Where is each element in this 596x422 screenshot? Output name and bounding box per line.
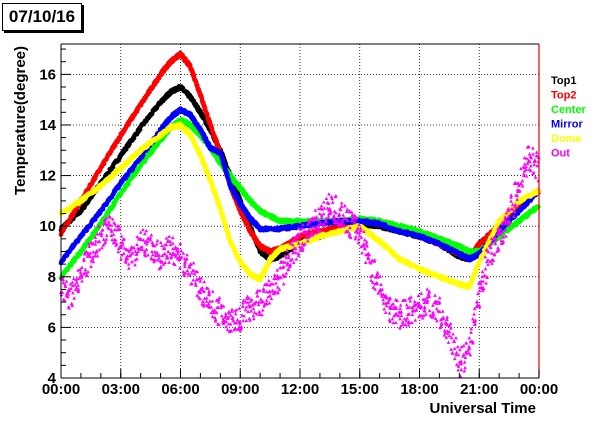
grid [60, 44, 540, 379]
series-layer [58, 50, 541, 379]
chart-title: 07/10/16 [2, 3, 82, 31]
